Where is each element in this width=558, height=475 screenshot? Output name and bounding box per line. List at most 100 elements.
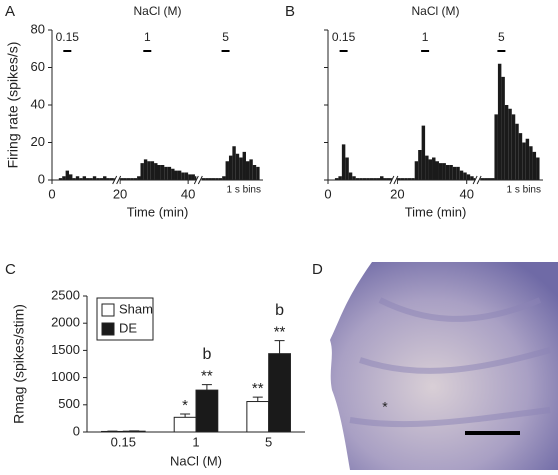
- bar: [177, 170, 182, 180]
- y-tick-label: 2000: [51, 315, 80, 330]
- stimulus-label: 0.15: [56, 30, 80, 44]
- bar: [174, 170, 178, 180]
- bar: [508, 108, 512, 180]
- bar: [123, 178, 127, 180]
- stimulus-label: 5: [498, 30, 505, 44]
- bar: [338, 176, 342, 180]
- bar: [109, 178, 114, 180]
- bar: [490, 178, 495, 180]
- significance-letter: b: [202, 346, 211, 363]
- x-axis-label: Time (min): [405, 204, 467, 219]
- bar: [130, 178, 134, 180]
- y-tick-label: 1000: [51, 369, 80, 384]
- bar: [466, 174, 471, 180]
- y-tick-label: 80: [31, 21, 45, 36]
- bar: [69, 174, 73, 180]
- bar: [376, 178, 381, 180]
- bar: [252, 165, 257, 180]
- bar: [501, 76, 505, 180]
- y-axis-label: Rmag (spikes/stim): [11, 304, 27, 424]
- y-axis-label: Firing rate (spikes/s): [5, 42, 21, 169]
- axis-break-mark: [389, 175, 399, 185]
- bar: [484, 178, 488, 180]
- bar: [497, 63, 502, 180]
- stimulus-label: 0.15: [332, 30, 356, 44]
- bar: [494, 114, 498, 180]
- panel-label: A: [5, 3, 15, 20]
- bar: [82, 176, 87, 180]
- bar: [256, 166, 260, 180]
- error-bar: [274, 340, 285, 354]
- bar: [133, 178, 138, 180]
- bar: [404, 178, 408, 180]
- axis-break-mark: [472, 175, 482, 185]
- bar: [449, 165, 453, 180]
- legend-swatch: [101, 322, 115, 336]
- bar: [143, 159, 148, 180]
- bar: [171, 168, 175, 180]
- y-tick-label: 0: [73, 423, 80, 438]
- bar: [425, 155, 429, 180]
- bar: [418, 150, 422, 180]
- bar: [75, 176, 80, 180]
- bar: [92, 176, 97, 180]
- bar: [188, 174, 192, 180]
- bar: [355, 178, 360, 180]
- bar: [167, 166, 172, 180]
- bar: [62, 176, 66, 180]
- bar: [421, 125, 426, 180]
- bar: [362, 178, 367, 180]
- significance-mark: **: [201, 368, 213, 385]
- y-tick-label: 1500: [51, 342, 80, 357]
- bar: [352, 176, 356, 180]
- y-tick-label: 0: [38, 171, 45, 186]
- bar: [359, 178, 363, 180]
- bar: [369, 178, 374, 180]
- bar: [445, 165, 450, 180]
- bar: [239, 157, 243, 180]
- significance-letter: b: [275, 302, 284, 319]
- bar: [536, 157, 540, 180]
- bar: [222, 176, 226, 180]
- bar: [120, 178, 124, 180]
- micrograph: [330, 262, 558, 470]
- bar: [380, 176, 384, 180]
- bar: [228, 155, 233, 180]
- bar: [386, 178, 391, 180]
- bar: [397, 178, 401, 180]
- bar: [268, 353, 291, 433]
- panel-label: B: [285, 3, 295, 20]
- bar: [89, 178, 93, 180]
- y-tick-label: 40: [31, 96, 45, 111]
- bar: [140, 163, 144, 180]
- bar: [442, 163, 446, 180]
- bar: [208, 178, 212, 180]
- bar: [532, 151, 537, 180]
- legend-label: Sham: [119, 301, 153, 316]
- bar: [348, 172, 353, 180]
- bar: [487, 178, 491, 180]
- bar: [96, 178, 100, 180]
- bar: [58, 178, 63, 180]
- bar: [154, 163, 158, 180]
- bar: [334, 178, 339, 180]
- significance-mark: **: [252, 380, 264, 397]
- bar: [452, 166, 457, 180]
- x-tick-label: 0.15: [111, 434, 136, 449]
- bar: [65, 170, 70, 180]
- bar: [245, 161, 250, 180]
- bar: [218, 178, 223, 180]
- bar: [86, 178, 90, 180]
- x-tick-label: 20: [390, 186, 404, 201]
- bar: [160, 165, 165, 180]
- error-bar: [201, 384, 212, 391]
- significance-mark: **: [274, 324, 286, 341]
- bar: [518, 133, 523, 180]
- bar: [72, 178, 76, 180]
- x-tick-label: 5: [265, 434, 272, 449]
- bar: [504, 105, 509, 180]
- bar: [211, 178, 216, 180]
- x-tick-label: 1: [192, 434, 199, 449]
- image-annotation: *: [382, 399, 388, 415]
- bar: [249, 159, 253, 180]
